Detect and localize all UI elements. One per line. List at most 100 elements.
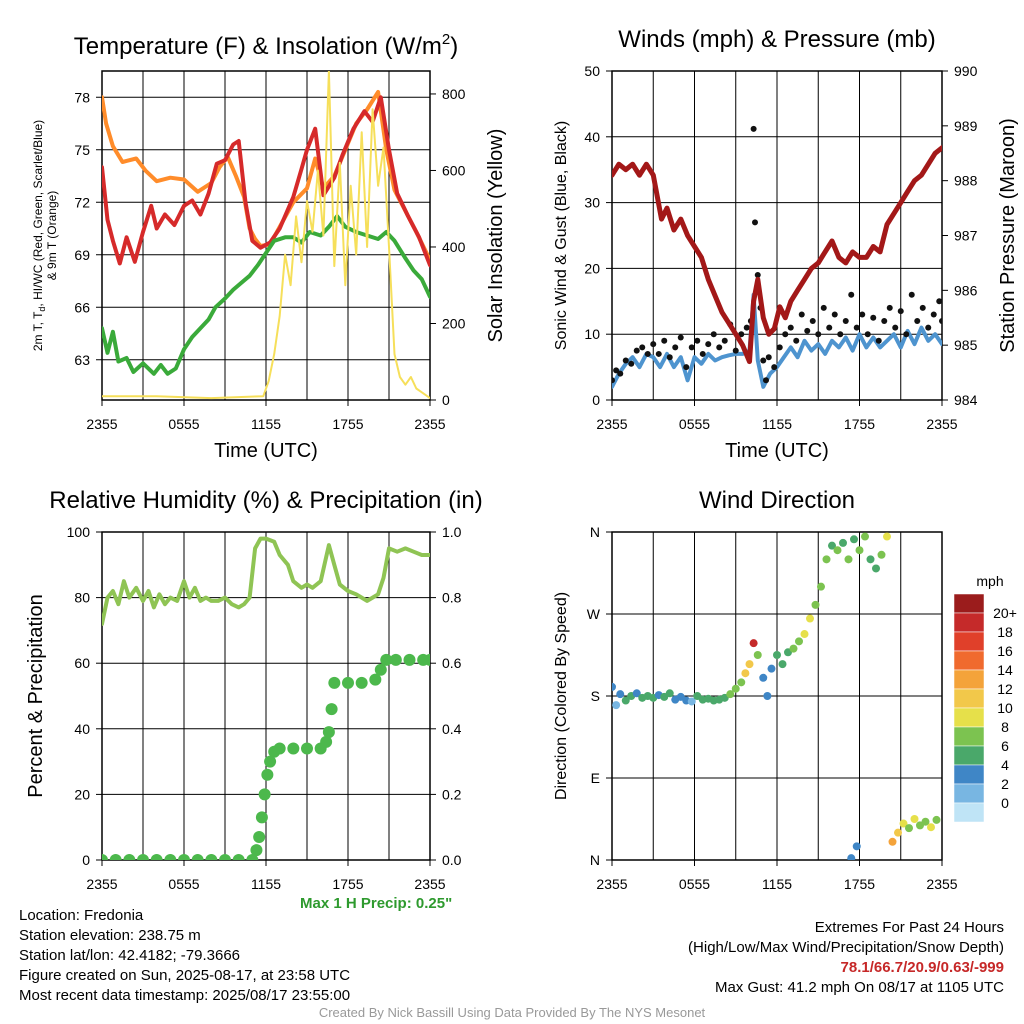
direction-point	[847, 854, 856, 860]
data-point	[683, 364, 690, 371]
direction-point	[861, 532, 869, 541]
data-point	[322, 726, 335, 739]
title-close: )	[450, 33, 458, 60]
colorbar-label: 16	[997, 643, 1013, 659]
data-point	[255, 811, 268, 824]
y-tick-label-left: 60	[74, 655, 90, 671]
data-point	[342, 676, 354, 689]
x-tick-label: 0555	[168, 416, 199, 432]
y-tick-label-left: 10	[584, 326, 600, 342]
y-tick-label-left: N	[590, 524, 600, 540]
chart-title: Wind Direction	[699, 487, 855, 514]
data-point	[908, 291, 915, 298]
data-point	[219, 854, 231, 860]
y-tick-label-left: 0	[592, 392, 600, 408]
temperature-panel: 63 66 69 72 75 78 0 200 400 600 800 2355 0555 1155 175…	[31, 31, 507, 462]
colorbar-swatch	[953, 707, 985, 728]
y-tick-label-left: 75	[74, 142, 90, 158]
data-point	[710, 331, 717, 338]
data-point	[355, 676, 368, 689]
direction-point	[877, 550, 886, 559]
data-point	[842, 318, 849, 325]
colorbar-swatch	[953, 612, 985, 633]
data-point	[754, 271, 761, 278]
y-tick-label-left: 40	[584, 129, 600, 145]
y-axis-label-left-line2: & 9m T (Orange)	[45, 191, 59, 281]
data-point	[721, 337, 728, 344]
x-tick-label: 0555	[168, 876, 199, 892]
station-info: Location: Fredonia Station elevation: 23…	[19, 906, 350, 1006]
y-tick-label-right: 200	[442, 315, 466, 331]
data-point	[826, 324, 833, 331]
direction-point	[778, 660, 787, 669]
data-point	[661, 337, 668, 344]
data-point	[109, 854, 122, 860]
data-point	[809, 318, 816, 325]
direction-point	[811, 600, 820, 609]
data-point	[191, 854, 204, 860]
data-point	[650, 341, 657, 348]
data-point	[672, 344, 679, 351]
plot-area	[612, 532, 941, 860]
colorbar-label: 8	[1001, 719, 1009, 735]
ylabel-sub: d	[37, 307, 47, 312]
data-point	[804, 327, 811, 334]
data-point	[178, 854, 190, 860]
direction-point	[687, 697, 696, 706]
x-tick-label: 0555	[679, 416, 710, 432]
x-tick-label: 2355	[414, 876, 445, 892]
direction-point	[795, 637, 803, 646]
data-point	[875, 337, 882, 344]
data-point	[639, 344, 646, 351]
data-point	[666, 354, 673, 361]
data-point	[137, 854, 149, 860]
data-point	[612, 377, 615, 384]
data-point	[699, 350, 706, 357]
direction-point	[872, 564, 880, 573]
data-point	[320, 735, 333, 748]
series-line	[102, 536, 430, 626]
y-tick-label-right: 988	[954, 173, 978, 189]
colorbar-label: 12	[997, 681, 1013, 697]
y-tick-label-left: 63	[74, 352, 90, 368]
data-point	[403, 653, 416, 666]
chart-title: Winds (mph) & Pressure (mb)	[618, 26, 935, 53]
plot-area	[612, 125, 942, 389]
direction-point	[665, 689, 674, 698]
colorbar-label: 2	[1001, 776, 1009, 792]
y-tick-label-left: N	[590, 852, 600, 868]
ylabel-part: 2m T, T	[31, 311, 45, 351]
direction-point	[899, 819, 908, 828]
colorbar-swatch	[953, 650, 985, 671]
y-tick-label-right: 0.6	[442, 655, 462, 671]
direction-point	[817, 582, 825, 591]
direction-point	[767, 664, 776, 673]
x-tick-label: 1755	[844, 876, 875, 892]
plot-area	[102, 536, 430, 860]
x-tick-label: 1155	[762, 416, 792, 432]
data-point	[732, 347, 739, 354]
data-point	[328, 676, 341, 689]
x-tick-label: 1155	[762, 876, 792, 892]
data-point	[925, 324, 932, 331]
direction-point	[932, 815, 941, 824]
y-tick-label-left: S	[591, 688, 600, 704]
data-point	[705, 341, 712, 348]
data-point	[886, 304, 893, 311]
y-tick-label-left: 72	[74, 194, 90, 210]
winds-panel: 0 10 20 30 40 50 984 985 986 987 988 989 990 2355 0555…	[553, 26, 1019, 462]
chart-title: Relative Humidity (%) & Precipitation (i…	[49, 487, 482, 514]
colorbar-label: 6	[1001, 738, 1009, 754]
direction-point	[844, 555, 853, 564]
colorbar-label: 20+	[993, 605, 1017, 621]
x-axis-label: Time (UTC)	[725, 440, 829, 462]
y-tick-label-right: 0.2	[442, 786, 462, 802]
data-point	[919, 304, 926, 311]
chart-title: Temperature (F) & Insolation (W/m2)	[74, 31, 458, 60]
data-point	[870, 314, 877, 321]
y-tick-label-right: 0.0	[442, 852, 462, 868]
data-point	[881, 318, 888, 325]
data-point	[424, 653, 430, 666]
recent-data-text: Most recent data timestamp: 2025/08/17 2…	[19, 987, 351, 1004]
data-point	[644, 350, 651, 357]
